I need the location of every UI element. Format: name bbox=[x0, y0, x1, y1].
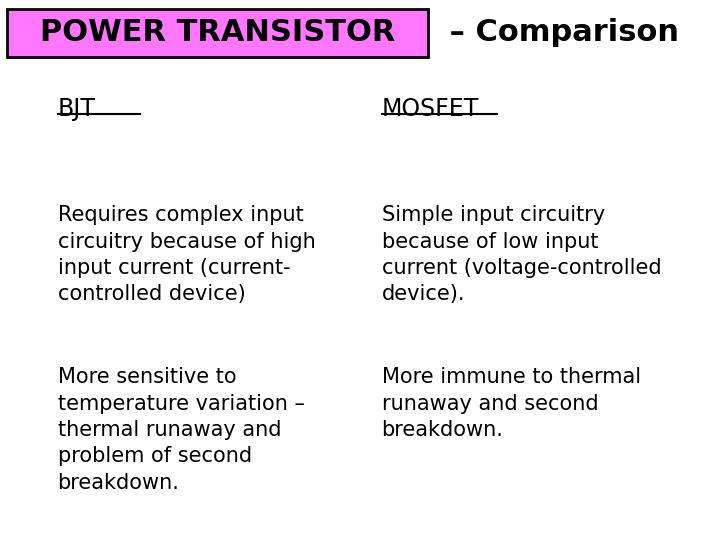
Text: More sensitive to
temperature variation –
thermal runaway and
problem of second
: More sensitive to temperature variation … bbox=[58, 367, 305, 493]
Text: Simple input circuitry
because of low input
current (voltage-controlled
device).: Simple input circuitry because of low in… bbox=[382, 205, 661, 305]
FancyBboxPatch shape bbox=[7, 9, 428, 57]
Text: More immune to thermal
runaway and second
breakdown.: More immune to thermal runaway and secon… bbox=[382, 367, 641, 440]
Text: MOSFET: MOSFET bbox=[382, 97, 479, 121]
Text: Requires complex input
circuitry because of high
input current (current-
control: Requires complex input circuitry because… bbox=[58, 205, 315, 305]
Text: – Comparison: – Comparison bbox=[439, 18, 679, 48]
Text: POWER TRANSISTOR: POWER TRANSISTOR bbox=[40, 18, 395, 48]
Text: BJT: BJT bbox=[58, 97, 96, 121]
